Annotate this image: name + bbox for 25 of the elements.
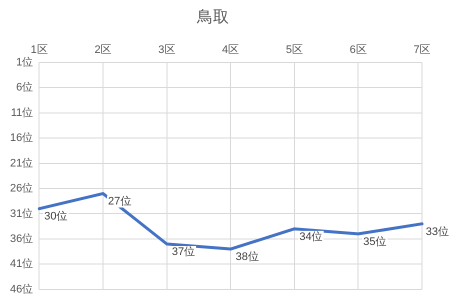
x-tick-label: 1区 — [30, 44, 48, 56]
x-tick-label: 5区 — [286, 44, 303, 56]
y-tick-label: 31位 — [10, 208, 34, 220]
y-tick-label: 16位 — [10, 132, 34, 144]
text: 27位 — [108, 196, 132, 208]
text: 37位 — [172, 246, 196, 258]
text: 33位 — [426, 226, 450, 238]
x-tick-label: 3区 — [158, 44, 176, 56]
x-tick-label: 2区 — [94, 44, 112, 56]
y-tick-label: 11位 — [10, 106, 34, 119]
y-tick-label: 46位 — [10, 283, 34, 296]
y-tick-label: 41位 — [10, 258, 34, 270]
chart-title: 鳥取 — [196, 8, 229, 26]
y-tick-label: 26位 — [10, 182, 34, 195]
x-tick-label: 7区 — [413, 44, 431, 56]
y-tick-label: 1位 — [16, 56, 34, 68]
y-tick-label: 36位 — [10, 232, 34, 245]
y-tick-label: 21位 — [10, 157, 34, 170]
y-tick-label: 6位 — [16, 82, 34, 94]
text: 30位 — [44, 210, 68, 223]
x-tick-label: 6区 — [350, 44, 367, 56]
text: 34位 — [299, 230, 323, 243]
text: 35位 — [363, 236, 386, 248]
text: 38位 — [236, 251, 259, 264]
x-tick-label: 4区 — [222, 44, 240, 56]
